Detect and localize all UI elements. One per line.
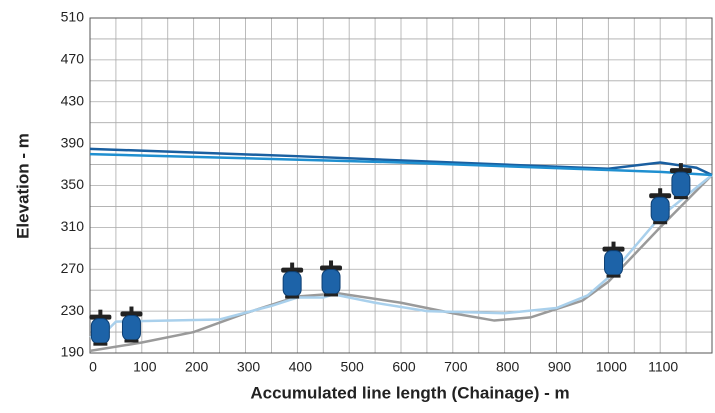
x-tick-label: 300 (237, 359, 261, 375)
valve-cap (281, 267, 304, 273)
y-tick-label: 230 (61, 302, 85, 318)
y-tick-label: 470 (61, 51, 85, 67)
y-tick-label: 510 (61, 9, 85, 25)
plot-frame (89, 17, 713, 354)
valve-icon (320, 260, 343, 297)
valve-stem (678, 163, 683, 170)
valve-base (606, 274, 621, 278)
valve-cap (89, 314, 112, 320)
x-tick-label: 800 (496, 359, 520, 375)
x-tick-label: 400 (289, 359, 313, 375)
y-tick-label: 350 (61, 176, 85, 192)
x-tick-label: 500 (340, 359, 364, 375)
valve-body (90, 318, 110, 345)
valve-body (671, 171, 691, 198)
valve-body (650, 196, 670, 223)
x-tick-label: 700 (444, 359, 468, 375)
x-tick-label: 1100 (648, 359, 678, 375)
valve-base (285, 295, 300, 299)
x-tick-label: 600 (392, 359, 416, 375)
y-tick-label: 310 (61, 218, 85, 234)
valve-icon (89, 309, 112, 346)
valve-icon (649, 188, 672, 225)
valve-body (604, 250, 624, 277)
valve-body (282, 271, 302, 298)
valve-stem (658, 188, 663, 195)
valve-icon (281, 262, 304, 299)
y-tick-label: 390 (61, 134, 85, 150)
y-tick-label: 430 (61, 92, 85, 108)
valve-stem (611, 241, 616, 248)
valve-base (653, 221, 668, 225)
valve-stem (329, 260, 334, 267)
valve-stem (290, 262, 295, 269)
valve-icon (669, 163, 692, 200)
x-axis-label: Accumulated line length (Chainage) - m (250, 383, 569, 402)
valve-base (124, 339, 139, 343)
series-line (89, 147, 713, 177)
y-tick-label: 190 (61, 344, 85, 360)
x-tick-label: 0 (89, 359, 97, 375)
x-tick-label: 100 (133, 359, 157, 375)
series-line (89, 174, 713, 339)
valve-icon (602, 241, 625, 278)
series-line (89, 174, 713, 353)
valve-stem (98, 309, 103, 316)
valve-base (93, 342, 108, 346)
valve-cap (649, 193, 672, 199)
valve-cap (602, 246, 625, 252)
x-tick-label: 900 (548, 359, 572, 375)
valve-body (321, 268, 341, 295)
valve-base (673, 196, 688, 200)
valve-cap (320, 265, 343, 271)
valve-base (324, 293, 339, 297)
x-tick-label: 200 (185, 359, 209, 375)
x-tick-label: 1000 (596, 359, 627, 375)
valve-icon (120, 306, 143, 343)
valve-body (121, 315, 141, 342)
valve-stem (129, 306, 134, 313)
y-tick-label: 270 (61, 260, 85, 276)
valve-cap (669, 168, 692, 174)
valve-cap (120, 311, 143, 317)
y-axis-label: Elevation - m (13, 133, 32, 239)
